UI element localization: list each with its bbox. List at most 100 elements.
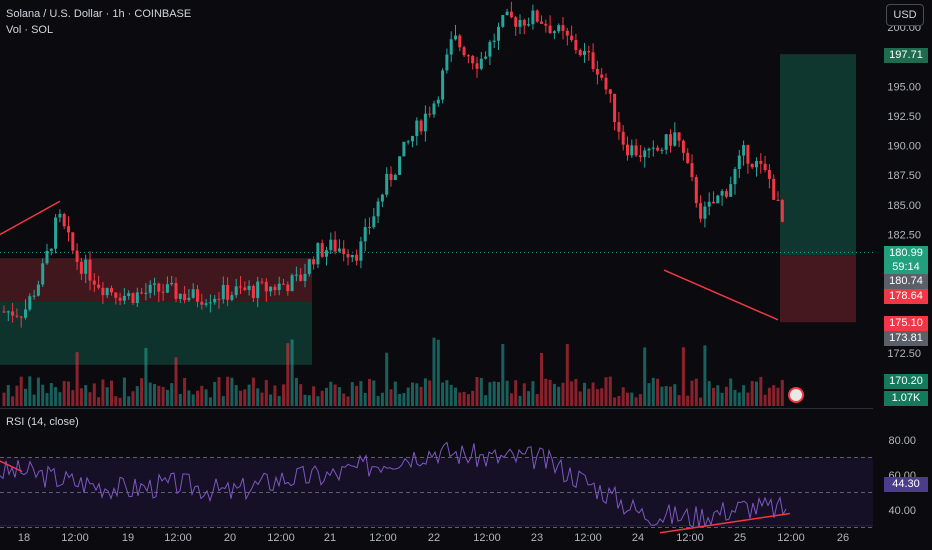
candle-body <box>135 292 139 303</box>
volume-bar <box>587 388 591 406</box>
candle-body <box>191 289 195 298</box>
currency-button[interactable]: USD <box>886 4 924 26</box>
volume-bar <box>217 377 221 406</box>
volume-bar <box>479 377 483 406</box>
candle-body <box>110 288 113 293</box>
volume-bar <box>583 382 586 406</box>
candle-body <box>617 122 621 132</box>
candle-body <box>88 259 92 281</box>
volume-bar <box>127 396 131 406</box>
volume-bar <box>656 378 660 406</box>
candle-body <box>101 287 105 296</box>
volume-bar <box>531 381 535 406</box>
candle-body <box>656 147 660 151</box>
rsi-tick-label: 80.00 <box>888 435 916 447</box>
candle-body <box>724 191 728 197</box>
volume-bar <box>2 392 6 406</box>
volume-bar <box>449 384 453 406</box>
candle-body <box>484 56 488 59</box>
volume-bar <box>355 385 359 406</box>
candle-body <box>247 285 251 290</box>
volume-bar <box>110 380 113 406</box>
candle-body <box>527 24 531 26</box>
divergence-line-price <box>663 269 779 321</box>
time-axis-label: 12:00 <box>574 532 602 544</box>
volume-label[interactable]: Vol · SOL <box>6 24 54 36</box>
candle-body <box>140 292 144 294</box>
candle-body <box>260 281 264 283</box>
volume-bar <box>591 382 595 406</box>
volume-bar <box>677 394 681 406</box>
volume-bar <box>608 376 612 406</box>
candle-body <box>393 174 397 180</box>
volume-bar <box>475 377 479 406</box>
symbol-title[interactable]: Solana / U.S. Dollar · 1h · COINBASE <box>6 8 192 20</box>
candle-body <box>497 26 500 41</box>
volume-bar <box>312 386 316 406</box>
volume-bar <box>144 347 148 406</box>
volume-bar <box>178 393 182 406</box>
volume-bar <box>135 386 139 406</box>
candle-body <box>720 191 724 196</box>
volume-bar <box>772 385 776 406</box>
volume-bar <box>161 386 165 406</box>
volume-bar <box>694 378 698 406</box>
volume-bar <box>157 385 161 406</box>
volume-bar <box>664 386 668 406</box>
stop-price-tag: 175.10 <box>884 316 928 331</box>
volume-bar <box>359 381 363 406</box>
price-tick-label: 192.50 <box>887 111 921 123</box>
volume-bar <box>58 392 62 406</box>
candle-body <box>733 169 737 185</box>
volume-bar <box>368 378 371 406</box>
candle-body <box>6 311 10 313</box>
volume-bar <box>441 382 445 406</box>
volume-bar <box>423 378 427 406</box>
candle-body <box>509 11 513 18</box>
volume-bar <box>643 347 647 406</box>
candle-body <box>501 14 505 27</box>
candle-body <box>118 297 122 301</box>
volume-bar <box>501 343 505 406</box>
candle-body <box>316 243 320 265</box>
volume-bar <box>522 383 526 406</box>
candle-body <box>303 274 307 281</box>
candle-body <box>174 283 178 299</box>
volume-bar <box>497 382 500 406</box>
volume-bar <box>419 386 423 406</box>
candle-body <box>368 227 371 229</box>
volume-bar <box>385 352 389 406</box>
volume-bar <box>669 386 672 406</box>
volume-bar <box>595 389 599 406</box>
volume-bar <box>428 380 432 406</box>
candle-body <box>282 283 285 285</box>
time-axis-label: 20 <box>224 532 236 544</box>
candle-body <box>415 120 419 137</box>
candle-body <box>729 184 733 197</box>
volume-bar <box>780 379 784 406</box>
volume-bar <box>45 393 49 406</box>
volume-bar <box>346 396 350 406</box>
candle-body <box>466 55 470 57</box>
candle-body <box>251 285 255 298</box>
candle-body <box>19 316 23 318</box>
volume-bar <box>681 347 685 406</box>
time-axis-label: 21 <box>324 532 336 544</box>
candle-body <box>574 40 578 51</box>
candle-body <box>488 41 492 57</box>
volume-bar <box>621 387 625 406</box>
time-axis-label: 12:00 <box>164 532 192 544</box>
time-axis-label: 26 <box>837 532 849 544</box>
volume-bar <box>626 392 629 406</box>
candle-body <box>114 292 118 298</box>
volume-bar <box>101 379 105 406</box>
time-axis-label: 12:00 <box>473 532 501 544</box>
candle-body <box>716 195 720 204</box>
volume-bar <box>776 387 780 406</box>
volume-bar <box>131 391 135 406</box>
volume-bar <box>445 380 449 406</box>
candle-body <box>767 170 771 179</box>
volume-bar <box>552 383 556 406</box>
volume-bar <box>239 390 242 406</box>
